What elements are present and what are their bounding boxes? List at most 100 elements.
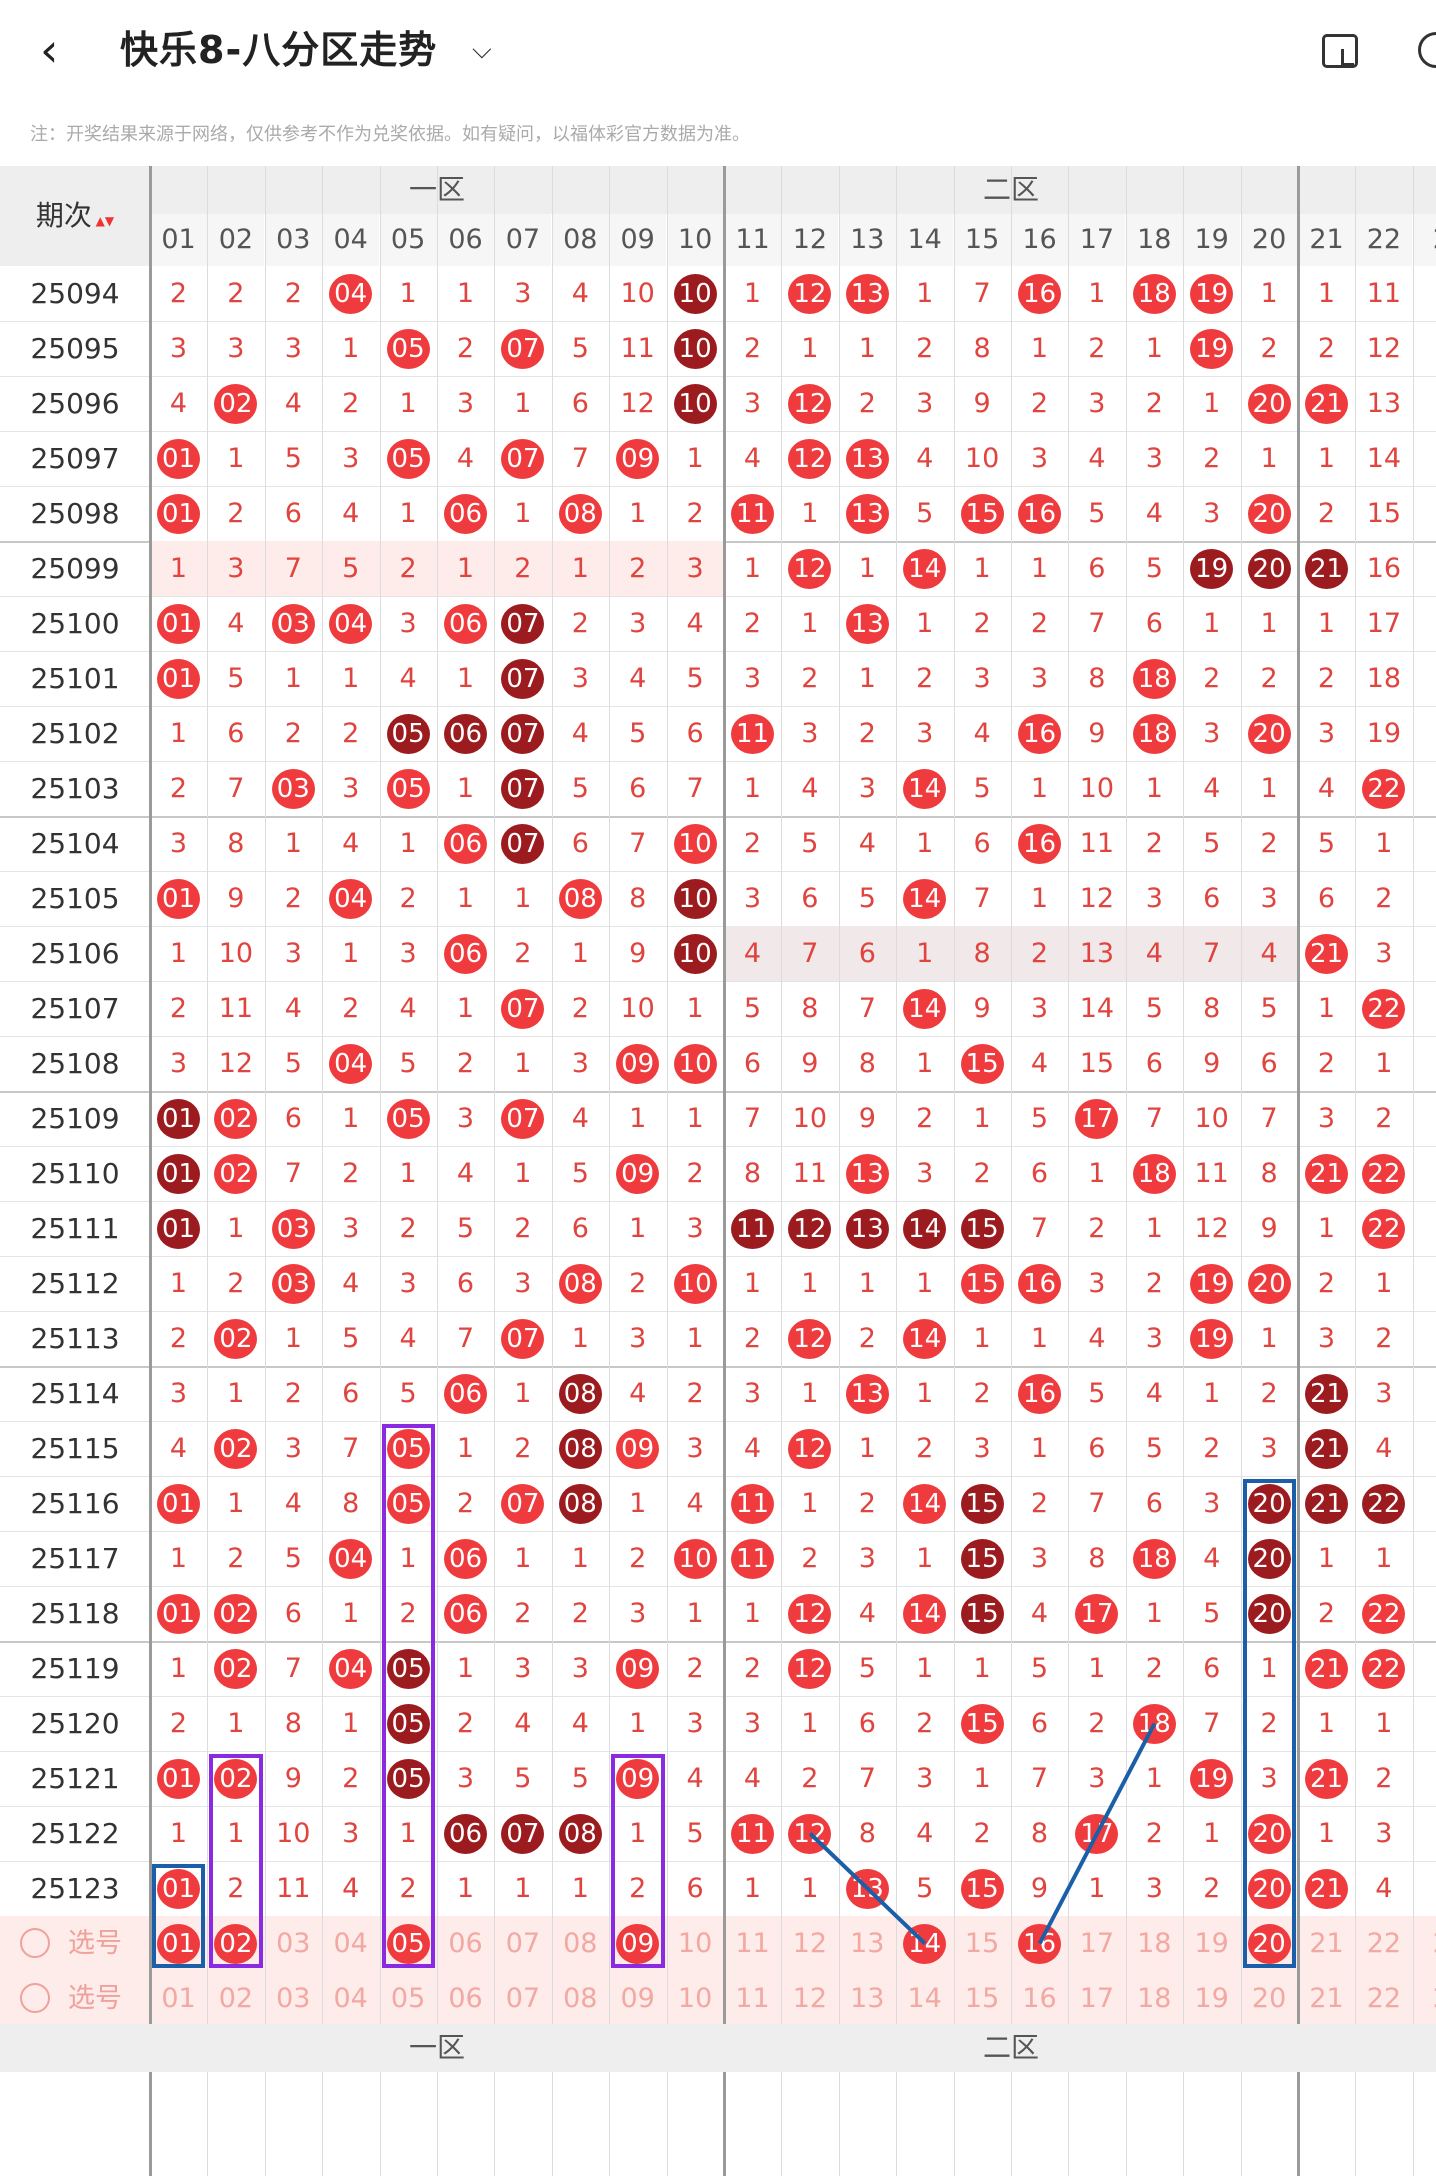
number-cell: 9	[1203, 1048, 1221, 1079]
number-cell: 04	[322, 596, 379, 651]
drawn-ball: 01	[157, 879, 200, 919]
select-number-cell[interactable]: 08	[563, 1983, 598, 2014]
drawn-ball: 20	[1247, 1594, 1291, 1634]
number-cell: 7	[858, 993, 876, 1024]
select-number-cell[interactable]: 07	[505, 1983, 541, 2014]
number-cell: 5	[456, 1213, 475, 1244]
number-cell: 1	[743, 773, 762, 804]
number-cell: 1	[1203, 388, 1221, 419]
number-cell: 5	[284, 1543, 302, 1574]
select-number-cell[interactable]: 13	[850, 1928, 885, 1959]
select-number-cell[interactable]: 03	[276, 1983, 311, 2014]
number-cell: 7	[284, 1653, 302, 1684]
number-cell: 4	[973, 718, 991, 749]
number-cell: 1	[571, 1543, 589, 1574]
number-cell: 1	[801, 1873, 819, 1904]
select-number-cell[interactable]: 06	[448, 1928, 483, 1959]
select-number-cell[interactable]: 17	[1079, 1928, 1115, 1959]
selected-ball[interactable]: 01	[157, 1924, 200, 1964]
select-number-cell[interactable]: 01	[150, 1916, 207, 1971]
number-cell: 1	[629, 1103, 647, 1134]
select-number-cell[interactable]: 05	[380, 1916, 437, 1971]
refresh-icon[interactable]	[1418, 32, 1436, 68]
selected-ball[interactable]: 09	[616, 1924, 660, 1964]
select-number-cell[interactable]: 10	[677, 1928, 713, 1959]
select-number-cell[interactable]: 03	[276, 1928, 311, 1959]
back-icon[interactable]: ‹	[40, 23, 59, 77]
select-number-cell[interactable]: 09	[609, 1916, 666, 1971]
select-number-cell[interactable]: 2	[1413, 1971, 1436, 2026]
number-cell: 4	[456, 1158, 475, 1189]
number-cell: 4	[801, 773, 819, 804]
selected-ball[interactable]: 05	[386, 1924, 430, 1964]
number-cell: 01	[150, 1586, 207, 1641]
selected-ball[interactable]: 14	[903, 1924, 947, 1964]
select-number-cell[interactable]: 16	[1011, 1916, 1068, 1971]
number-cell: 1	[858, 663, 876, 694]
selected-ball[interactable]: 02	[214, 1924, 258, 1964]
number-cell: 16	[1011, 816, 1068, 871]
select-number-cell[interactable]: 14	[907, 1983, 942, 2014]
number-cell: 6	[973, 828, 991, 859]
select-number-cell[interactable]: 10	[677, 1983, 713, 2014]
number-cell: 3	[1030, 663, 1049, 694]
select-number-cell[interactable]: 18	[1137, 1928, 1172, 1959]
select-number-cell[interactable]: 19	[1194, 1983, 1229, 2014]
number-cell: 3	[456, 1763, 475, 1794]
select-number-cell[interactable]: 14	[896, 1916, 953, 1971]
select-number-cell[interactable]: 19	[1194, 1928, 1229, 1959]
drawn-ball: 08	[558, 494, 602, 534]
selection-radio[interactable]	[20, 1928, 50, 1958]
drawn-ball: 05	[386, 1704, 430, 1744]
select-number-cell[interactable]: 07	[505, 1928, 541, 1959]
number-cell: 6	[858, 1708, 876, 1739]
selected-ball[interactable]: 16	[1018, 1924, 1061, 1964]
number-cell: 15	[954, 486, 1011, 541]
number-cell: 02	[207, 1146, 264, 1201]
select-number-cell[interactable]: 22	[1366, 1983, 1402, 2014]
sort-arrows-icon[interactable]: ▲▼	[91, 214, 115, 228]
number-cell: 5	[399, 1048, 417, 1079]
number-cell: 6	[571, 828, 589, 859]
select-number-cell[interactable]: 15	[964, 1983, 1000, 2014]
select-number-cell[interactable]: 20	[1241, 1916, 1298, 1971]
table-row: 25095 3 3 3 1 05 2 07 5 11 10 2 1 1 2 8 1 2 1 19 2 2 12	[0, 321, 1436, 376]
select-number-cell[interactable]: 11	[735, 1983, 770, 2014]
chevron-down-icon[interactable]: ⌵	[472, 35, 492, 65]
number-cell: 1	[456, 278, 475, 309]
number-cell: 6	[1145, 1048, 1163, 1079]
select-number-cell[interactable]: 16	[1022, 1983, 1057, 2014]
select-number-cell[interactable]: 05	[390, 1983, 426, 2014]
select-number-cell[interactable]: 15	[964, 1928, 1000, 1959]
selected-ball[interactable]: 20	[1247, 1924, 1291, 1964]
select-number-cell[interactable]: 04	[333, 1983, 368, 2014]
period-header[interactable]: 期次 ▲▼	[0, 166, 150, 266]
select-number-cell[interactable]: 21	[1309, 1928, 1344, 1959]
number-cell: 2	[169, 993, 188, 1024]
select-number-cell[interactable]: 02	[218, 1983, 254, 2014]
select-number-cell[interactable]: 2	[1413, 1916, 1436, 1971]
select-number-cell[interactable]: 02	[207, 1916, 264, 1971]
number-cell: 4	[342, 828, 360, 859]
select-number-cell[interactable]: 08	[563, 1928, 598, 1959]
select-number-cell[interactable]: 06	[448, 1983, 483, 2014]
select-number-cell[interactable]: 12	[792, 1983, 828, 2014]
select-number-cell[interactable]: 17	[1079, 1983, 1115, 2014]
layout-switch-icon[interactable]	[1322, 34, 1358, 68]
number-cell: 16	[1011, 706, 1068, 761]
select-number-cell[interactable]: 20	[1251, 1983, 1287, 2014]
select-number-cell[interactable]: 13	[850, 1983, 885, 2014]
select-number-cell[interactable]: 11	[735, 1928, 770, 1959]
select-number-cell[interactable]: 18	[1137, 1983, 1172, 2014]
number-cell: 08	[552, 486, 609, 541]
number-cell: 14	[896, 1476, 953, 1531]
number-cell: 3	[1030, 1543, 1049, 1574]
select-number-cell[interactable]: 09	[620, 1983, 655, 2014]
selection-radio[interactable]	[20, 1983, 50, 2013]
select-number-cell[interactable]: 12	[792, 1928, 828, 1959]
select-number-cell[interactable]: 04	[333, 1928, 368, 1959]
select-number-cell[interactable]: 21	[1309, 1983, 1344, 2014]
select-number-cell[interactable]: 01	[161, 1983, 196, 2014]
number-cell: 2	[916, 1708, 934, 1739]
select-number-cell[interactable]: 22	[1366, 1928, 1402, 1959]
